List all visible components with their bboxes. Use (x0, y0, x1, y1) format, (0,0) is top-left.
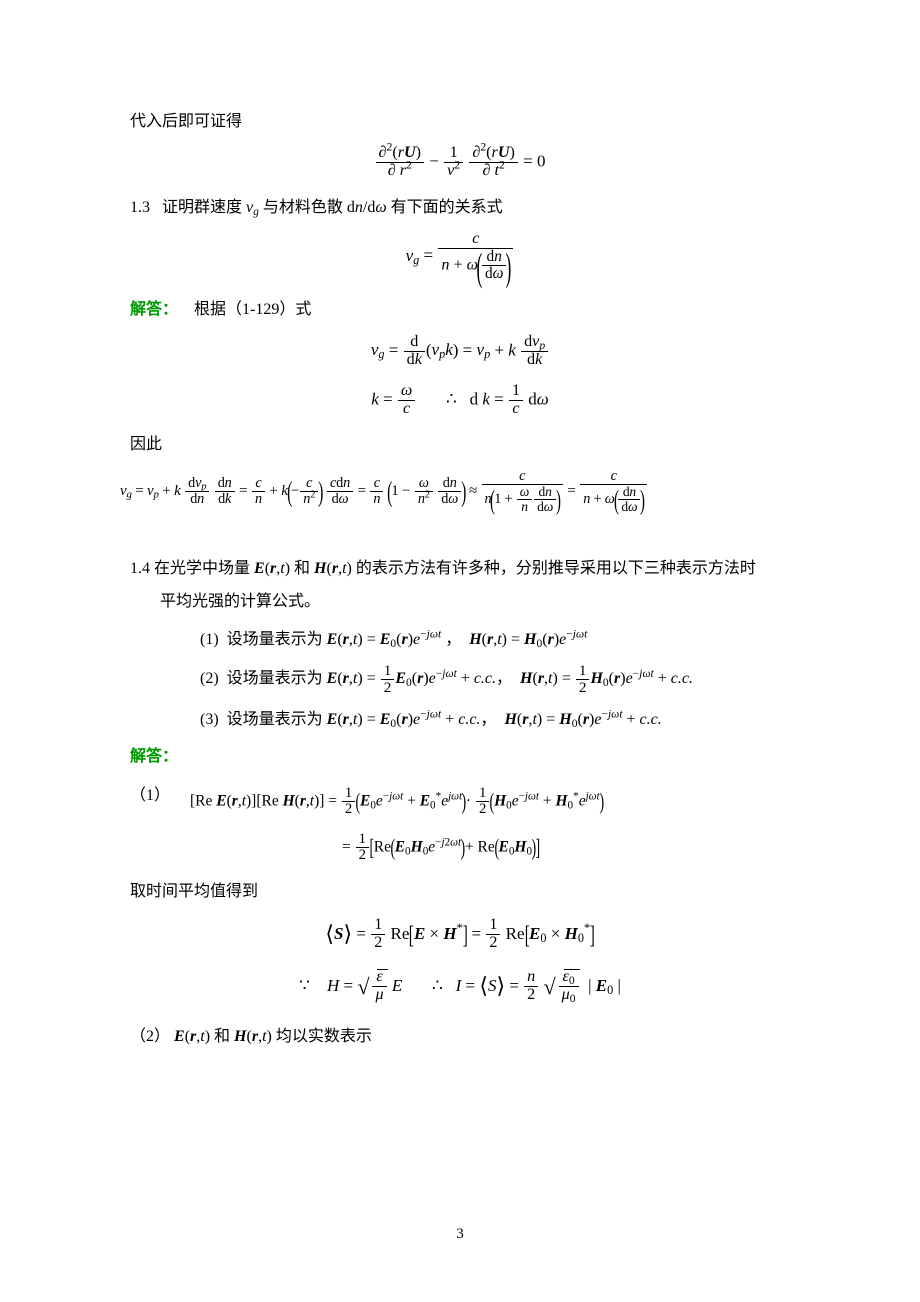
equation-7: ⟨S⟩ = 12 Re[E × H*] = 12 Re[E0 × H0*] (130, 915, 790, 953)
equation-2: vg = c n + ω(dndω) (130, 231, 790, 282)
section-1-4-line1: 1.4 在光学中场量 E(r,t) 和 H(r,t) 的表示方法有许多种，分别推… (130, 555, 790, 582)
item-3: (3) 设场量表示为 E(r,t) = E0(r)e−jωt + c.c.， H… (130, 706, 790, 733)
section-1-3-statement: 1.3 证明群速度 vg 与材料色散 dn/dω 有下面的关系式 (130, 194, 790, 221)
item-2: (2) 设场量表示为 E(r,t) = 12E0(r)e−jωt + c.c.，… (130, 663, 790, 696)
item2-text: 设场量表示为 (227, 670, 323, 687)
omega-symbol: ω (375, 199, 386, 216)
page-root: 代入后即可证得 ∂2(rU)∂ r2 − 1v2 ∂2(rU)∂ t2 = 0 … (0, 0, 920, 1302)
equation-5: vg = vp + k dvpdn dndk = cn + k(−cn2) cd… (120, 469, 790, 514)
item2-label: (2) (200, 670, 219, 687)
real-repr-text: 均以实数表示 (272, 1028, 372, 1045)
equation-6-row1: [Re E(r,t)][Re H(r,t)] = 12(E0e−jωt + E0… (190, 786, 790, 818)
sec14-text-c: 的表示方法有许多种，分别推导采用以下三种表示方法时 (352, 560, 756, 577)
equation-4: k = ωc ∴ d k = 1c dω (130, 383, 790, 418)
equation-6-row2: = 12[Re(E0H0e−j2ωt)+ Re(E0H0)] (190, 832, 790, 864)
sec13-text-b: 与材料色散 d (263, 199, 355, 216)
item1-label: (1) (200, 631, 219, 648)
answer13-tail: 根据（1-129）式 (194, 301, 311, 318)
section-1-4-line2: 平均光强的计算公式。 (130, 588, 790, 615)
equation-3: vg = ddk(vpk) = vp + k dvpdk (130, 334, 790, 369)
item3-text: 设场量表示为 (227, 711, 323, 728)
item-1: (1) 设场量表示为 E(r,t) = E0(r)e−jωt ， H(r,t) … (130, 626, 790, 653)
sec13-num: 1.3 (130, 199, 150, 216)
therefore-symbol: ∴ (446, 389, 457, 408)
H-symbol: H (314, 560, 326, 577)
equation-1: ∂2(rU)∂ r2 − 1v2 ∂2(rU)∂ t2 = 0 (130, 145, 790, 180)
answer-1-4-label: 解答： (130, 743, 790, 770)
item1-text: 设场量表示为 (227, 631, 323, 648)
vg-symbol: vg (246, 199, 259, 216)
answer14-part1: （1） [Re E(r,t)][Re H(r,t)] = 12(E0e−jωt … (130, 776, 790, 878)
page-number: 3 (0, 1222, 920, 1248)
hence-text: 因此 (130, 431, 790, 458)
lead-in-text: 代入后即可证得 (130, 108, 790, 135)
answer-label: 解答： (130, 301, 178, 318)
sec13-text-a: 证明群速度 (162, 199, 242, 216)
sec14-text-a: 在光学中场量 (150, 560, 254, 577)
and-text: 和 (210, 1028, 234, 1045)
answer-1-3-line: 解答： 根据（1-129）式 (130, 296, 790, 323)
sec13-text-c: /d (363, 199, 375, 216)
answer14-part2-line: （2） E(r,t) 和 H(r,t) 均以实数表示 (130, 1023, 790, 1050)
therefore-symbol-2: ∴ (432, 975, 443, 994)
part2-marker: （2） (130, 1028, 170, 1045)
n-symbol: n (355, 199, 363, 216)
item3-label: (3) (200, 711, 219, 728)
time-average-text: 取时间平均值得到 (130, 878, 790, 905)
because-symbol: ∵ (299, 975, 310, 994)
part1-marker: （1） (130, 776, 190, 809)
sec14-text-and: 和 (290, 560, 314, 577)
sec13-text-d: 有下面的关系式 (391, 199, 503, 216)
equation-8: ∵ H = √εμ E ∴ I = ⟨S⟩ = n2 √ε0μ0 | E0 | (130, 967, 790, 1006)
E-symbol: E (254, 560, 265, 577)
answer-label-2: 解答： (130, 748, 178, 765)
sec14-num: 1.4 (130, 560, 150, 577)
